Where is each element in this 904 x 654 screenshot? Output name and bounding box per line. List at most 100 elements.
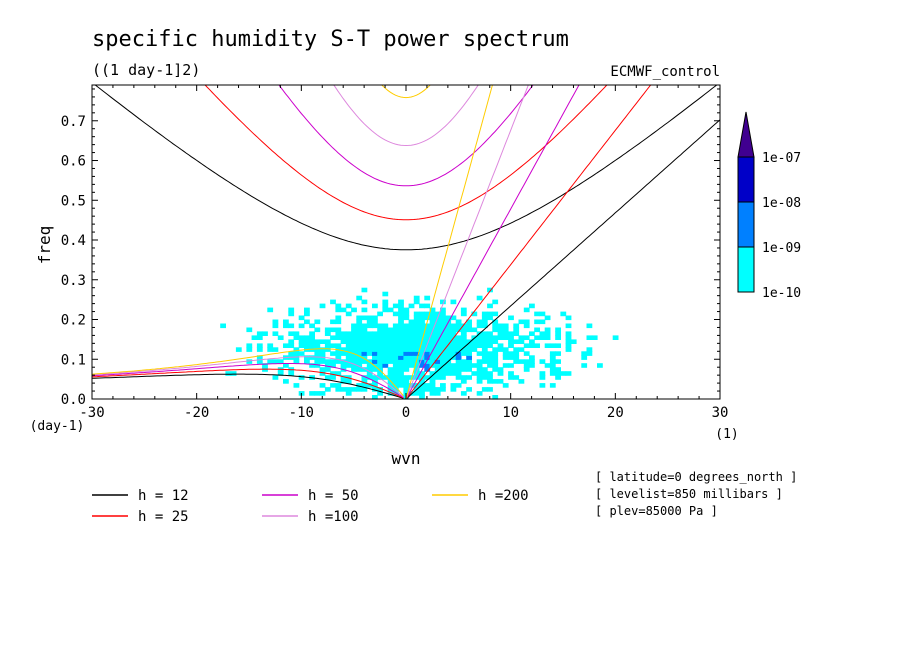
heatmap-cell: [319, 347, 326, 352]
heatmap-cell: [382, 347, 389, 352]
heatmap-cell: [497, 379, 504, 384]
heatmap-cell: [319, 351, 326, 356]
heatmap-cell: [398, 319, 404, 325]
heatmap-cell: [398, 363, 404, 368]
heatmap-cell: [476, 339, 483, 344]
heatmap-cell: [387, 367, 394, 372]
heatmap-cell: [471, 363, 478, 368]
heatmap-cell: [345, 335, 352, 340]
heatmap-cell: [502, 323, 509, 329]
heatmap-cell: [356, 295, 363, 301]
heatmap-cell: [460, 367, 467, 372]
heatmap-cell: [304, 355, 310, 360]
heatmap-cell: [345, 331, 352, 336]
heatmap-cell: [544, 327, 551, 333]
heatmap-cell: [419, 323, 425, 329]
heatmap-cell: [382, 303, 389, 309]
heatmap-cell: [366, 347, 373, 352]
heatmap-cell: [256, 355, 263, 360]
heatmap-cell: [398, 375, 404, 380]
heatmap-cell: [377, 363, 383, 368]
heatmap-cell: [335, 303, 342, 309]
heatmap-cell: [460, 335, 467, 340]
heatmap-cell: [387, 307, 394, 313]
heatmap-cell: [361, 307, 368, 313]
heatmap-cell: [549, 371, 556, 376]
heatmap-cell: [429, 343, 436, 348]
heatmap-cell: [361, 315, 368, 321]
heatmap-cell: [513, 331, 520, 336]
dispersion-curves: [92, 85, 720, 399]
heatmap-cell: [460, 307, 467, 313]
heatmap-cell: [586, 323, 593, 329]
heatmap-cell: [466, 367, 472, 372]
heatmap-cell: [487, 355, 493, 360]
heatmap-cell: [460, 347, 467, 352]
heatmap-cell: [377, 343, 383, 348]
heatmap-cell: [246, 359, 253, 364]
heatmap-cell: [466, 387, 472, 392]
heatmap-cell: [529, 359, 535, 364]
heatmap-cell: [523, 367, 530, 372]
heatmap-cell: [408, 327, 415, 333]
heatmap-cell: [403, 375, 410, 380]
heatmap-cell: [471, 343, 478, 348]
colorbar-label: 1e-07: [762, 151, 801, 166]
heatmap-cell: [534, 335, 540, 340]
heatmap-cell: [403, 379, 410, 384]
x-tick-label: 20: [607, 405, 624, 421]
heatmap-cell: [424, 303, 431, 309]
heatmap-cell: [434, 387, 441, 392]
heatmap-cell: [366, 383, 373, 388]
heatmap-cell: [529, 355, 535, 360]
heatmap-cell: [450, 347, 457, 352]
heatmap-cell: [434, 319, 441, 325]
heatmap-cell: [487, 375, 493, 380]
heatmap-cell: [440, 323, 446, 329]
heatmap-cell: [298, 351, 305, 356]
heatmap-cell: [288, 331, 295, 336]
heatmap-cell: [361, 327, 368, 333]
heatmap-cell: [445, 339, 452, 344]
heatmap-cell: [392, 323, 399, 329]
heatmap-cell: [366, 315, 373, 321]
heatmap-cell: [356, 359, 363, 364]
heatmap-cell: [549, 359, 556, 364]
heatmap-cell: [440, 375, 446, 380]
heatmap-cell: [502, 347, 509, 352]
heatmap-cell: [330, 299, 336, 305]
heatmap-cell: [392, 343, 399, 348]
heatmap-cell: [549, 383, 556, 388]
heatmap-cell: [372, 335, 378, 340]
heatmap-cell: [460, 391, 467, 396]
heatmap-cell: [356, 327, 363, 333]
heatmap-cell: [356, 335, 363, 340]
heatmap-cell: [434, 363, 441, 368]
heatmap-cell: [340, 351, 347, 356]
heatmap-cell: [434, 311, 441, 317]
heatmap-cell: [440, 315, 446, 321]
heatmap-cell: [419, 395, 425, 400]
heatmap-cell: [450, 387, 457, 392]
heatmap-cell: [330, 343, 336, 348]
heatmap-cell: [413, 375, 420, 380]
heatmap-cell: [429, 315, 436, 321]
heatmap-cell: [309, 363, 315, 368]
heatmap-cell: [440, 359, 446, 364]
heatmap-cell: [424, 315, 431, 321]
heatmap-cell: [419, 363, 425, 368]
heatmap-cell: [246, 327, 253, 333]
heatmap-cell: [335, 371, 342, 376]
heatmap-cell: [450, 363, 457, 368]
heatmap-cell: [319, 383, 326, 388]
heatmap-cell: [508, 339, 514, 344]
heatmap-cell: [366, 367, 373, 372]
heatmap-cell: [398, 351, 404, 356]
heatmap-cell: [460, 379, 467, 384]
heatmap-cell: [460, 343, 467, 348]
heatmap-cell: [335, 335, 342, 340]
heatmap-cell: [429, 371, 436, 376]
curve-group: [92, 85, 720, 399]
heatmap-cell: [445, 331, 452, 336]
heatmap-cell: [319, 371, 326, 376]
